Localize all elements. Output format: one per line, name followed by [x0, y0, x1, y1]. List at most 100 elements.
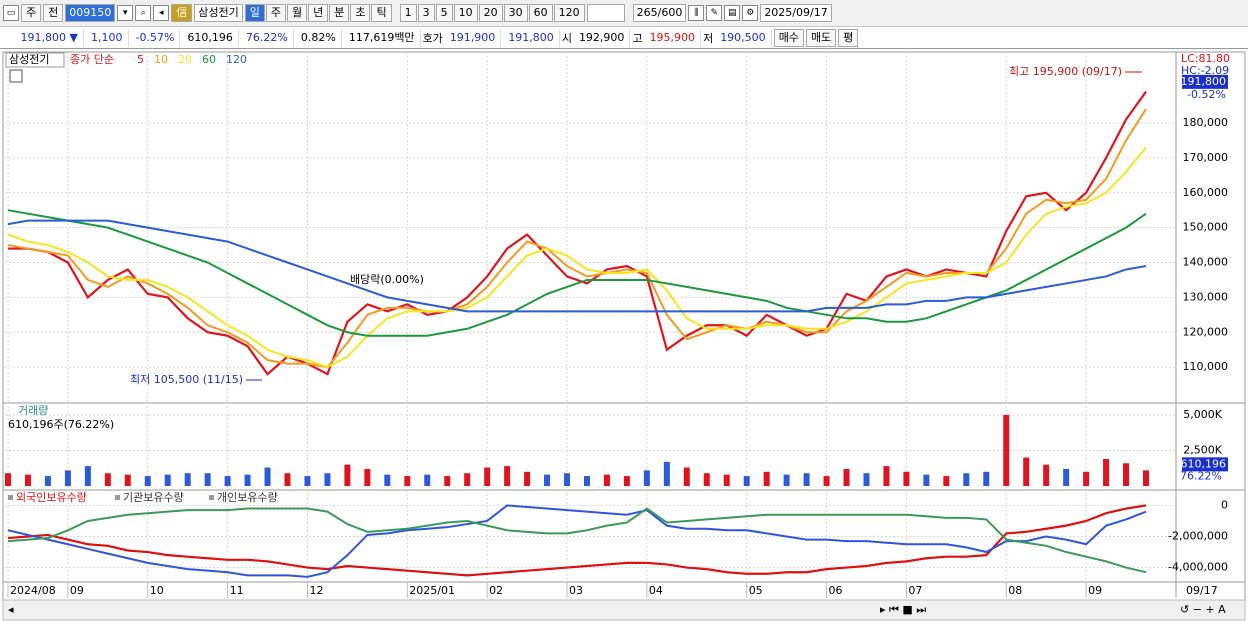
x-tick-label: 06: [829, 584, 843, 597]
volume-bar: [404, 476, 411, 486]
bid: 191,800: [503, 28, 560, 47]
y-tick-label: -2,000,000: [1168, 530, 1228, 543]
volume-bar: [1103, 459, 1110, 486]
volume-bar: [983, 471, 990, 486]
interval-tab[interactable]: 30: [503, 4, 528, 22]
series-line: [7, 108, 1147, 369]
prev-button[interactable]: 전: [43, 4, 64, 22]
y-tick-label: 140,000: [1183, 256, 1229, 269]
open-label: 시: [561, 31, 572, 45]
series-line: [7, 504, 1147, 578]
legend-entry: 기관보유수량: [123, 491, 184, 504]
market-select[interactable]: 주: [21, 4, 42, 22]
series-line: [7, 209, 1147, 337]
info-bar: 191,800 ▼ 1,100 -0.57% 610,196 76.22% 0.…: [0, 27, 1248, 49]
period-tab[interactable]: 초: [350, 4, 371, 22]
period-tab[interactable]: 주: [265, 4, 286, 22]
legend-entry: 10: [154, 53, 168, 66]
settings-icon[interactable]: ⚙: [742, 5, 759, 21]
save-icon[interactable]: ▤: [724, 5, 741, 21]
low-label: 저: [703, 31, 714, 45]
interval-tab[interactable]: 120: [553, 4, 585, 22]
volume-bar: [803, 473, 810, 486]
open: 192,900: [574, 28, 631, 47]
volume-bar: [64, 470, 71, 486]
period-tab[interactable]: 월: [286, 4, 308, 22]
volume-bar: [124, 474, 131, 486]
legend-swatch: [8, 495, 13, 500]
x-end-label: 09/17: [1186, 584, 1218, 597]
series-line: [7, 146, 1147, 369]
date-input[interactable]: 2025/09/17: [760, 4, 832, 22]
volume-bar: [903, 471, 910, 486]
scroll-left[interactable]: ◂: [8, 603, 14, 616]
low-annotation: 최저 105,500 (11/15): [130, 373, 243, 386]
volume-bar: [863, 473, 870, 486]
lc-label: LC:81.80: [1181, 52, 1230, 65]
last-price-label: 191,800: [1181, 75, 1227, 88]
period-tab[interactable]: 일: [244, 4, 265, 22]
volume-bar: [164, 474, 171, 486]
volume-bar: [444, 476, 451, 486]
menu-icon[interactable]: ▭: [3, 5, 19, 21]
high-label: 고: [632, 31, 643, 45]
volume-bar: [703, 473, 710, 486]
amount: 117,619백만: [344, 28, 421, 47]
legend-entry: 120: [226, 53, 247, 66]
series-line: [7, 504, 1147, 577]
chart-type-icon[interactable]: ⫼: [688, 5, 705, 21]
volume-bar: [184, 473, 191, 486]
custom-interval[interactable]: [586, 4, 625, 22]
x-tick-label: 12: [309, 584, 323, 597]
x-tick-label: 05: [749, 584, 763, 597]
credit-badge: 信: [171, 4, 193, 22]
count-box[interactable]: 265/600: [632, 4, 687, 22]
x-tick-label: 08: [1008, 584, 1022, 597]
quote-label: 호가: [422, 31, 443, 45]
volume-bar: [643, 470, 650, 486]
interval-tab[interactable]: 1: [399, 4, 417, 22]
volume-bar: [623, 476, 630, 486]
sound-icon[interactable]: ◂: [153, 5, 170, 21]
volume-bar: [663, 461, 670, 486]
interval-tab[interactable]: 20: [478, 4, 503, 22]
interval-tab[interactable]: 10: [453, 4, 478, 22]
volume-bar: [683, 467, 690, 486]
volume-bar: [384, 474, 391, 486]
volume-bar: [324, 473, 331, 486]
volume-bar: [504, 466, 511, 486]
code-input[interactable]: 009150: [65, 4, 116, 22]
volume-bar: [264, 467, 271, 486]
volume-bar: [723, 474, 730, 486]
buy-button[interactable]: 매수: [773, 28, 804, 47]
interval-tab[interactable]: 3: [417, 4, 435, 22]
panel-title: 삼성전기: [9, 53, 49, 66]
scroll-controls[interactable]: ▸ ⏮ ■ ⏭: [880, 603, 926, 616]
period-tab[interactable]: 틱: [371, 4, 392, 22]
eval-button[interactable]: 평: [838, 28, 859, 47]
volume-bar: [603, 474, 610, 486]
volume-bar: [524, 471, 531, 486]
scrollbar[interactable]: [2, 599, 1246, 621]
y-tick-label: 110,000: [1183, 360, 1229, 373]
x-tick-label: 09: [70, 584, 84, 597]
frame: [2, 51, 1246, 601]
volume-bar: [224, 476, 231, 486]
sell-button[interactable]: 매도: [805, 28, 837, 47]
period-tab[interactable]: 분: [329, 4, 350, 22]
period-tab[interactable]: 년: [308, 4, 329, 22]
zoom-controls[interactable]: ↺ − + A: [1180, 603, 1226, 616]
last-price-tag: [1182, 74, 1228, 89]
volume-bar: [1083, 471, 1090, 486]
panel-subtitle: 610,196주(76.22%): [8, 418, 114, 431]
table-icon[interactable]: [9, 69, 23, 83]
tool-icon[interactable]: ✎: [706, 5, 723, 21]
x-tick-label: 2024/08: [10, 584, 56, 597]
search-icon[interactable]: ⌕: [135, 5, 152, 21]
interval-tab[interactable]: 60: [528, 4, 553, 22]
volume-bar: [963, 473, 970, 486]
interval-tab[interactable]: 5: [435, 4, 453, 22]
dropdown[interactable]: ▾: [117, 5, 134, 21]
volume-bar: [1043, 464, 1050, 486]
